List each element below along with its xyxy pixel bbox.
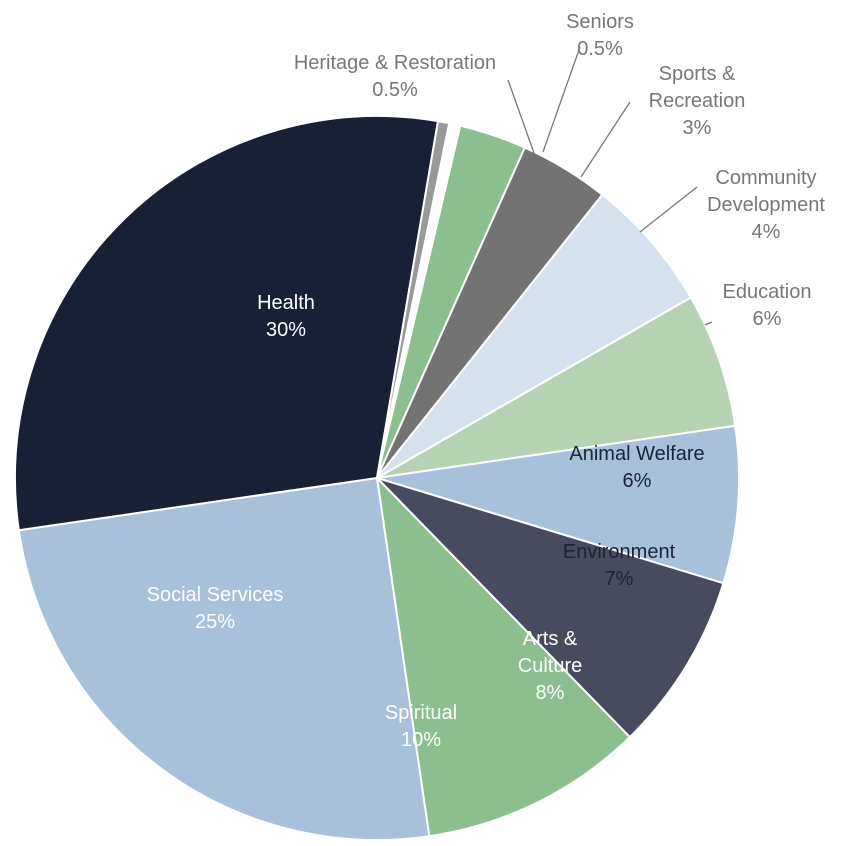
slice-label-education: Education 6% bbox=[723, 281, 812, 330]
slice-percent: 8% bbox=[536, 682, 565, 704]
slice-percent: 30% bbox=[266, 319, 306, 341]
slice-name: Social Services bbox=[147, 584, 284, 606]
slice-percent: 7% bbox=[605, 568, 634, 590]
slice-name: Development bbox=[707, 194, 825, 216]
slice-percent: 10% bbox=[401, 729, 441, 751]
slice-label-animal-welfare: Animal Welfare 6% bbox=[569, 443, 704, 492]
pie-slice-spiritual bbox=[375, 475, 632, 838]
slice-name: Heritage & Restoration bbox=[294, 52, 496, 74]
slice-label-community-development: Community Development 4% bbox=[707, 167, 825, 243]
slice-percent: 6% bbox=[753, 308, 782, 330]
slice-percent: 6% bbox=[623, 470, 652, 492]
pie-slice-animal-welfare bbox=[376, 296, 737, 479]
slice-label-arts-and-culture: Arts & Culture 8% bbox=[518, 628, 582, 704]
pie-slice-arts-and-culture bbox=[376, 477, 725, 739]
slice-label-sports-and-recreation: Sports & Recreation 3% bbox=[649, 63, 746, 139]
slice-percent: 4% bbox=[752, 221, 781, 243]
slice-label-social-services: Social Services 25% bbox=[147, 584, 284, 633]
slice-percent: 3% bbox=[683, 117, 712, 139]
leader-lines bbox=[507, 46, 713, 326]
slice-name: Health bbox=[257, 292, 315, 314]
slice-name: Community bbox=[715, 167, 816, 189]
slice-percent: 0.5% bbox=[372, 79, 418, 101]
slice-label-environment: Environment 7% bbox=[563, 541, 676, 590]
pie-slice-social-services bbox=[17, 476, 431, 841]
leader-line-seniors bbox=[542, 46, 581, 153]
slice-name: Seniors bbox=[566, 11, 634, 33]
slice-name: Animal Welfare bbox=[569, 443, 704, 465]
slice-label-seniors: Seniors 0.5% bbox=[566, 11, 634, 60]
slice-name: Sports & bbox=[659, 63, 736, 85]
slice-name: Education bbox=[723, 281, 812, 303]
slice-name: Culture bbox=[518, 655, 582, 677]
slice-label-health: Health 30% bbox=[257, 292, 315, 341]
slice-name: Recreation bbox=[649, 90, 746, 112]
slice-name: Environment bbox=[563, 541, 676, 563]
pie-slice-education bbox=[376, 193, 693, 479]
slice-percent: 0.5% bbox=[577, 38, 623, 60]
leader-line-sports-and-recreation bbox=[580, 101, 631, 178]
leader-line-community-development bbox=[639, 186, 698, 233]
pie-slices bbox=[14, 115, 740, 841]
pie-slice-heritage-and-restoration bbox=[376, 120, 451, 479]
leader-line-education bbox=[704, 321, 713, 326]
leader-line-heritage-and-restoration bbox=[507, 79, 535, 154]
slice-percent: 25% bbox=[195, 611, 235, 633]
slice-name: Arts & bbox=[523, 628, 578, 650]
slice-labels: Seniors 0.5% Sports & Recreation 3% Community… bbox=[147, 11, 826, 751]
pie-slice-health bbox=[14, 115, 440, 532]
slice-label-spiritual: Spiritual 10% bbox=[385, 702, 457, 751]
pie-slice-environment bbox=[376, 424, 740, 585]
slice-name: Spiritual bbox=[385, 702, 457, 724]
slice-label-heritage-and-restoration: Heritage & Restoration 0.5% bbox=[294, 52, 496, 101]
